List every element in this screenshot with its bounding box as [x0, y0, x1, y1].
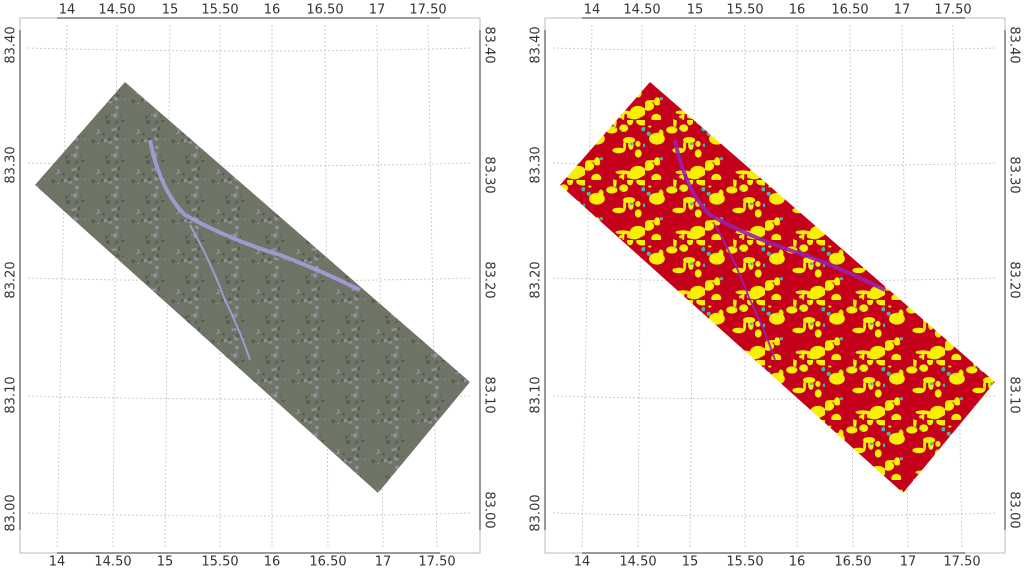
longitude-label: 15 [687, 3, 704, 18]
longitude-label: 15 [682, 555, 699, 570]
longitude-label: 17.50 [934, 3, 971, 18]
longitude-label: 16.50 [309, 555, 346, 570]
latitude-label: 83.10 [4, 376, 19, 413]
graticule-line [952, 24, 963, 549]
river [189, 224, 251, 361]
longitude-label: 15.50 [201, 3, 238, 18]
longitude-label: 14 [584, 3, 601, 18]
longitude-label: 14.50 [98, 3, 135, 18]
longitude-label: 16 [264, 555, 281, 570]
latitude-label: 83.00 [4, 494, 19, 531]
latitude-label: 83.00 [1007, 491, 1022, 528]
map-panel: 14 14.50 15 15.50 16 16.50 17 17.50 14 14.50 15 15.… [529, 3, 1022, 570]
longitude-label: 15 [162, 3, 179, 18]
satellite-image [35, 82, 470, 493]
latitude-label: 83.40 [1007, 26, 1022, 63]
map-panel: 14 14.50 15 15.50 16 16.50 17 17.50 14 14.50 15 15.… [4, 3, 497, 570]
longitude-label: 15.50 [201, 555, 238, 570]
longitude-label: 16 [789, 555, 806, 570]
longitude-label: 15.50 [726, 3, 763, 18]
longitude-label: 16.50 [306, 3, 343, 18]
longitude-label: 15.50 [726, 555, 763, 570]
latitude-label: 83.40 [529, 26, 544, 63]
longitude-label: 14 [574, 555, 591, 570]
latitude-label: 83.10 [482, 376, 497, 413]
latitude-label: 83.20 [529, 261, 544, 298]
latitude-label: 83.10 [1007, 376, 1022, 413]
latitude-label: 83.30 [4, 146, 19, 183]
longitude-label: 15 [157, 555, 174, 570]
graticule-line [552, 512, 998, 517]
longitude-label: 17 [375, 555, 392, 570]
longitude-label: 16 [789, 3, 806, 18]
graticule-line [552, 47, 998, 52]
latitude-label: 83.10 [529, 376, 544, 413]
classified-image [560, 82, 995, 493]
latitude-label: 83.00 [529, 494, 544, 531]
graticule-line [27, 277, 473, 282]
latitude-label: 83.30 [1007, 156, 1022, 193]
longitude-label: 17.50 [943, 555, 980, 570]
graticule-line [27, 47, 473, 52]
latitude-label: 83.20 [1007, 261, 1022, 298]
river [148, 139, 361, 292]
graticule-line [427, 24, 438, 549]
river [673, 139, 886, 292]
graticule-line [637, 24, 643, 549]
longitude-label: 14.50 [623, 3, 660, 18]
graticule-line [552, 277, 998, 282]
longitude-label: 16.50 [834, 555, 871, 570]
longitude-label: 17.50 [418, 555, 455, 570]
graticule-line [376, 24, 384, 549]
river [714, 224, 776, 361]
graticule-line [112, 24, 118, 549]
latitude-label: 83.20 [4, 261, 19, 298]
longitude-label: 16 [264, 3, 281, 18]
longitude-label: 17 [894, 3, 911, 18]
latitude-label: 83.40 [4, 26, 19, 63]
graticule-line [581, 24, 593, 549]
graticule-line [27, 395, 473, 400]
longitude-label: 17 [369, 3, 386, 18]
graticule-line [56, 24, 68, 549]
longitude-label: 14 [49, 555, 66, 570]
latitude-label: 83.20 [482, 261, 497, 298]
longitude-label: 17 [900, 555, 917, 570]
latitude-label: 83.30 [529, 146, 544, 183]
graticule-line [27, 512, 473, 517]
longitude-label: 17.50 [409, 3, 446, 18]
longitude-label: 14 [59, 3, 76, 18]
graticule-line [901, 24, 909, 549]
latitude-label: 83.40 [482, 26, 497, 63]
latitude-label: 83.00 [482, 491, 497, 528]
longitude-label: 16.50 [831, 3, 868, 18]
panels: 14 14.50 15 15.50 16 16.50 17 17.50 14 14.50 15 15.… [4, 3, 1022, 570]
longitude-label: 14.50 [94, 555, 131, 570]
longitude-label: 14.50 [619, 555, 656, 570]
graticule-line [552, 395, 998, 400]
latitude-label: 83.30 [482, 156, 497, 193]
